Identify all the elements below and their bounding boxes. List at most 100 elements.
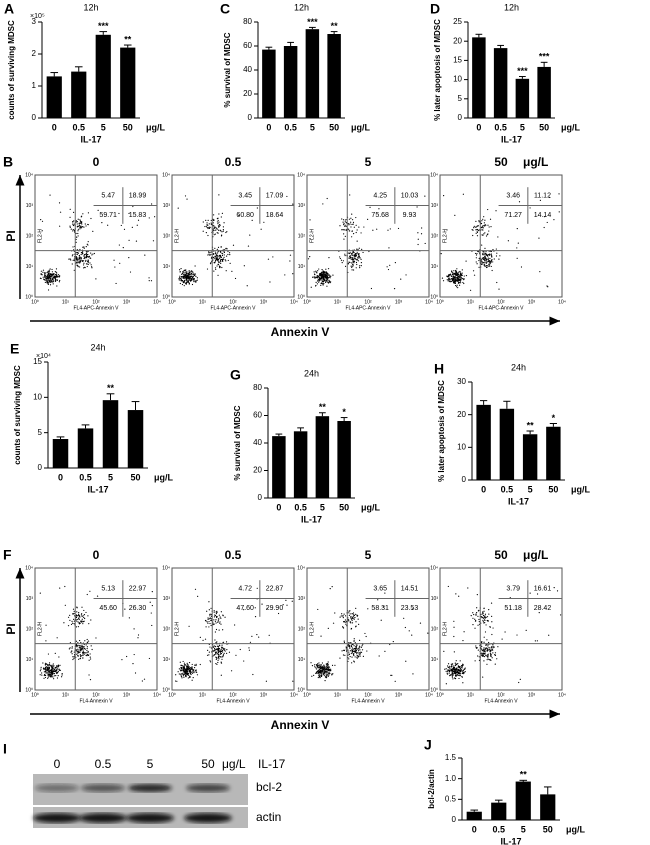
event-dot (85, 254, 86, 255)
event-dot (76, 620, 77, 621)
x-tick-label: 0.5 (492, 824, 505, 834)
event-dot (354, 619, 355, 620)
significance: ** (319, 402, 327, 412)
event-dot (455, 593, 456, 594)
event-dot (405, 274, 406, 275)
event-dot (557, 590, 558, 591)
event-dot (184, 668, 185, 669)
event-dot (73, 220, 74, 221)
event-dot (78, 615, 79, 616)
event-dot (326, 286, 327, 287)
event-dot (323, 283, 324, 284)
event-dot (78, 656, 79, 657)
event-dot (478, 230, 479, 231)
event-dot (213, 230, 214, 231)
event-dot (498, 258, 499, 259)
event-dot (529, 207, 530, 208)
event-dot (483, 615, 484, 616)
event-dot (344, 650, 345, 651)
bar (71, 72, 86, 118)
event-dot (195, 665, 196, 666)
event-dot (190, 674, 191, 675)
event-dot (192, 271, 193, 272)
event-dot (482, 650, 483, 651)
event-dot (90, 252, 91, 253)
event-dot (450, 670, 451, 671)
event-dot (57, 276, 58, 277)
event-dot (192, 664, 193, 665)
event-dot (345, 225, 346, 226)
event-dot (181, 675, 182, 676)
event-dot (453, 673, 454, 674)
event-dot (208, 626, 209, 627)
event-dot (44, 277, 45, 278)
event-dot (357, 257, 358, 258)
event-dot (442, 278, 443, 279)
event-dot (186, 272, 187, 273)
event-dot (219, 648, 220, 649)
event-dot (350, 257, 351, 258)
event-dot (455, 275, 456, 276)
event-dot (518, 682, 519, 683)
event-dot (49, 662, 50, 663)
event-dot (153, 240, 154, 241)
event-dot (227, 254, 228, 255)
event-dot (186, 271, 187, 272)
x-tick-label: 10¹ (467, 299, 475, 305)
event-dot (492, 645, 493, 646)
event-dot (314, 277, 315, 278)
event-dot (329, 672, 330, 673)
event-dot (190, 271, 191, 272)
event-dot (462, 670, 463, 671)
y-tick-label: 1 (32, 81, 37, 90)
event-dot (72, 263, 73, 264)
event-dot (189, 671, 190, 672)
y-tick-label: 20 (453, 36, 462, 45)
y-axis-title: counts of surviving MDSC (7, 20, 16, 120)
significance: * (552, 413, 556, 423)
event-dot (354, 261, 355, 262)
event-dot (339, 256, 340, 257)
event-dot (84, 248, 85, 249)
event-dot (215, 631, 216, 632)
event-dot (82, 657, 83, 658)
y-tick-label: 10¹ (298, 264, 306, 270)
event-dot (360, 655, 361, 656)
event-dot (316, 672, 317, 673)
event-dot (213, 646, 214, 647)
event-dot (188, 670, 189, 671)
event-dot (384, 651, 385, 652)
event-dot (355, 626, 356, 627)
event-dot (487, 265, 488, 266)
event-dot (90, 658, 91, 659)
panel-label: I (3, 741, 7, 757)
event-dot (84, 640, 85, 641)
panel-label: H (434, 361, 444, 377)
event-dot (47, 664, 48, 665)
event-dot (312, 665, 313, 666)
event-dot (319, 674, 320, 675)
event-dot (350, 650, 351, 651)
unit-label: μg/L (351, 122, 371, 132)
event-dot (144, 254, 145, 255)
event-dot (54, 669, 55, 670)
event-dot (486, 263, 487, 264)
event-dot (79, 615, 80, 616)
event-dot (83, 255, 84, 256)
quadrant-value: 59.71 (99, 212, 117, 219)
event-dot (218, 620, 219, 621)
event-dot (185, 676, 186, 677)
x-tick-label: 10¹ (62, 299, 70, 305)
event-dot (193, 273, 194, 274)
event-dot (56, 272, 57, 273)
y-tick-label: 10¹ (26, 264, 34, 270)
event-dot (491, 647, 492, 648)
event-dot (179, 276, 180, 277)
event-dot (219, 265, 220, 266)
event-dot (90, 218, 91, 219)
event-dot (364, 633, 365, 634)
x-tick-label: 10¹ (334, 692, 342, 698)
event-dot (269, 281, 270, 282)
event-dot (77, 621, 78, 622)
event-dot (348, 611, 349, 612)
